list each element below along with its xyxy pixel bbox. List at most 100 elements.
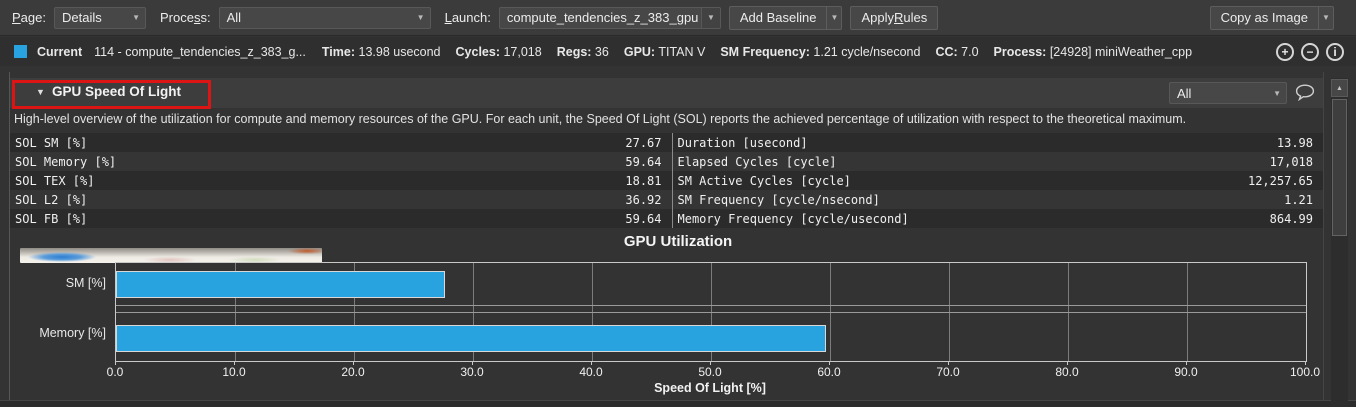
render-artifact-thumbnail	[20, 248, 322, 263]
current-field-label: Process:	[993, 44, 1047, 59]
metric-value: 17,018	[1269, 154, 1313, 169]
panel-right-border	[1323, 72, 1324, 400]
section-header-gpu-speed-of-light[interactable]: ▼ GPU Speed Of Light All ▼	[10, 78, 1323, 109]
section-description: High-level overview of the utilization f…	[14, 112, 1187, 126]
current-field: CC: 7.0	[935, 44, 979, 59]
axis-tick	[710, 361, 711, 365]
axis-tick-label: 30.0	[460, 365, 484, 379]
metric-name: SOL FB [%]	[15, 211, 88, 226]
current-field-label: CC:	[935, 44, 958, 59]
table-row[interactable]: SOL FB [%] 59.64	[10, 209, 672, 228]
copy-as-image-button[interactable]: Copy as Image	[1209, 5, 1319, 30]
axis-tick	[591, 361, 592, 365]
metric-name: SOL SM [%]	[15, 135, 88, 150]
axis-tick	[353, 361, 354, 365]
info-icon[interactable]: i	[1326, 42, 1344, 61]
table-row[interactable]: SM Active Cycles [cycle] 12,257.65	[672, 171, 1323, 190]
axis-tick-label: 0.0	[106, 365, 124, 379]
scrollbar-up-arrow-icon[interactable]: ▲	[1331, 79, 1348, 97]
metric-value: 18.81	[625, 173, 662, 188]
axis-tick-label: 90.0	[1174, 365, 1198, 379]
page-label: Page:	[12, 10, 46, 25]
add-baseline-group: Add Baseline ▼	[728, 5, 843, 30]
gridline	[116, 312, 1306, 313]
table-row[interactable]: SOL Memory [%] 59.64	[10, 152, 672, 171]
add-baseline-button[interactable]: Add Baseline	[728, 5, 828, 30]
section-title: GPU Speed Of Light	[52, 84, 182, 99]
current-row-actions: + − i	[1276, 42, 1348, 61]
current-field-label: Cycles:	[455, 44, 500, 59]
table-row[interactable]: Memory Frequency [cycle/usecond] 864.99	[672, 209, 1323, 228]
launch-label: Launch:	[444, 10, 491, 25]
table-row[interactable]: SM Frequency [cycle/nsecond] 1.21	[672, 190, 1323, 209]
metric-name: Elapsed Cycles [cycle]	[677, 154, 837, 169]
metric-name: Duration [usecond]	[677, 135, 808, 150]
axis-tick-label: 70.0	[936, 365, 960, 379]
category-label: SM [%]	[65, 276, 106, 290]
table-row[interactable]: SOL L2 [%] 36.92	[10, 190, 672, 209]
sol-table-left: SOL SM [%] 27.67 SOL Memory [%] 59.64 SOL TE…	[10, 133, 672, 228]
copy-as-image-group: Copy as Image ▼	[1209, 5, 1334, 30]
current-result-row: Current 114 - compute_tendencies_z_383_g…	[0, 37, 1356, 66]
axis-tick	[1305, 361, 1306, 365]
current-field-label: GPU:	[623, 44, 656, 59]
metric-name: SM Active Cycles [cycle]	[677, 173, 851, 188]
section-filter-dropdown[interactable]: All ▼	[1169, 82, 1287, 104]
metric-value: 13.98	[1276, 135, 1313, 150]
current-field: SM Frequency: 1.21 cycle/nsecond	[720, 44, 921, 59]
current-field: Cycles: 17,018	[455, 44, 542, 59]
bar-sm	[116, 271, 446, 298]
sol-metrics-table: SOL SM [%] 27.67 SOL Memory [%] 59.64 SOL TE…	[10, 133, 1323, 228]
metric-value: 59.64	[625, 154, 662, 169]
axis-tick-label: 40.0	[579, 365, 603, 379]
table-row[interactable]: SOL SM [%] 27.67	[10, 133, 672, 152]
axis-tick	[1186, 361, 1187, 365]
chart-x-axis-label: Speed Of Light [%]	[654, 381, 766, 395]
chart-title: GPU Utilization	[623, 233, 733, 250]
axis-tick	[948, 361, 949, 365]
current-field: GPU: TITAN V	[623, 44, 706, 59]
axis-tick-label: 50.0	[698, 365, 722, 379]
vertical-scrollbar[interactable]: ▲	[1331, 78, 1348, 407]
axis-tick	[115, 361, 116, 365]
toolbar: Page: Details ▼ Process: All ▼ Launch: c…	[0, 0, 1356, 36]
category-label: Memory [%]	[39, 326, 106, 340]
current-field-label: Regs:	[556, 44, 592, 59]
chevron-down-icon: ▼	[1273, 88, 1281, 98]
scrollbar-thumb[interactable]	[1332, 99, 1347, 236]
metric-name: Memory Frequency [cycle/usecond]	[677, 211, 909, 226]
axis-tick-label: 80.0	[1055, 365, 1079, 379]
axis-tick-label: 20.0	[341, 365, 365, 379]
comment-bubble-icon[interactable]	[1295, 84, 1315, 102]
chevron-down-icon[interactable]: ▼	[700, 7, 720, 28]
copy-as-image-dropdown-button[interactable]: ▼	[1319, 5, 1334, 30]
zoom-out-icon[interactable]: −	[1301, 42, 1319, 61]
chevron-down-icon: ▼	[416, 13, 425, 22]
add-baseline-dropdown-button[interactable]: ▼	[827, 5, 843, 30]
process-dropdown[interactable]: All ▼	[218, 6, 431, 29]
process-label: Process:	[159, 10, 211, 25]
gridline	[116, 305, 1306, 306]
axis-tick	[1067, 361, 1068, 365]
axis-tick-label: 100.0	[1289, 365, 1321, 379]
chart-plot	[115, 262, 1307, 362]
launch-dropdown[interactable]: compute_tendencies_z_383_gpu ▼	[498, 6, 721, 29]
table-row[interactable]: Duration [usecond] 13.98	[672, 133, 1323, 152]
metric-value: 59.64	[625, 211, 662, 226]
metric-value: 1.21	[1284, 192, 1313, 207]
current-color-swatch	[14, 45, 27, 58]
axis-tick-label: 10.0	[222, 365, 246, 379]
table-row[interactable]: Elapsed Cycles [cycle] 17,018	[672, 152, 1323, 171]
current-label: Current	[37, 44, 83, 59]
bottom-divider	[0, 400, 1356, 407]
axis-tick-label: 60.0	[817, 365, 841, 379]
current-field-label: Time:	[321, 44, 356, 59]
metric-name: SOL Memory [%]	[15, 154, 117, 169]
zoom-in-icon[interactable]: +	[1276, 42, 1294, 61]
page-dropdown[interactable]: Details ▼	[53, 6, 146, 29]
metric-value: 12,257.65	[1247, 173, 1313, 188]
bar-memory	[116, 325, 826, 352]
collapse-triangle-icon[interactable]: ▼	[36, 87, 45, 97]
table-row[interactable]: SOL TEX [%] 18.81	[10, 171, 672, 190]
